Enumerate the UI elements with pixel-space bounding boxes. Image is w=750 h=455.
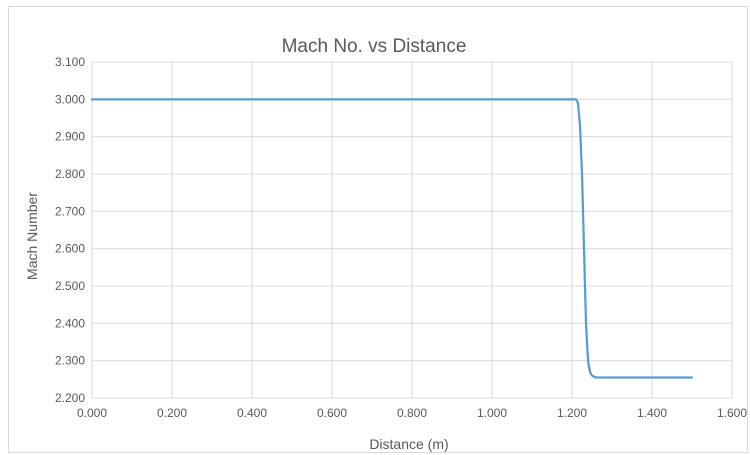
- x-tick-label: 1.400: [637, 406, 667, 420]
- series-line: [90, 98, 694, 379]
- y-tick-label: 2.300: [55, 354, 85, 368]
- x-tick-label: 0.800: [397, 406, 427, 420]
- x-tick-label: 0.600: [317, 406, 347, 420]
- y-tick-label: 2.200: [55, 391, 85, 405]
- x-axis-title: Distance (m): [369, 436, 448, 452]
- y-tick-label: 2.800: [55, 167, 85, 181]
- x-tick-label: 0.200: [157, 406, 187, 420]
- y-tick-label: 2.500: [55, 279, 85, 293]
- series-layer: [90, 98, 694, 379]
- x-tick-label: 1.600: [717, 406, 747, 420]
- line-chart: Mach No. vs Distance 0.000 0.200 0.400 0.60…: [24, 36, 747, 452]
- x-tick-label: 1.200: [557, 406, 587, 420]
- y-axis-title: Mach Number: [24, 192, 40, 280]
- tick-labels: 0.000 0.200 0.400 0.600 0.800 1.000 1.200 1.400…: [55, 55, 747, 420]
- y-tick-label: 3.100: [55, 55, 85, 69]
- gridlines: [91, 61, 733, 399]
- chart-title: Mach No. vs Distance: [282, 36, 467, 57]
- y-tick-label: 2.700: [55, 204, 85, 218]
- y-tick-label: 2.900: [55, 130, 85, 144]
- x-tick-label: 0.400: [237, 406, 267, 420]
- x-tick-label: 0.000: [77, 406, 107, 420]
- y-tick-label: 2.600: [55, 242, 85, 256]
- chart-frame: Mach No. vs Distance 0.000 0.200 0.400 0.60…: [8, 6, 748, 453]
- x-tick-label: 1.000: [477, 406, 507, 420]
- y-tick-label: 2.400: [55, 316, 85, 330]
- y-tick-label: 3.000: [55, 92, 85, 106]
